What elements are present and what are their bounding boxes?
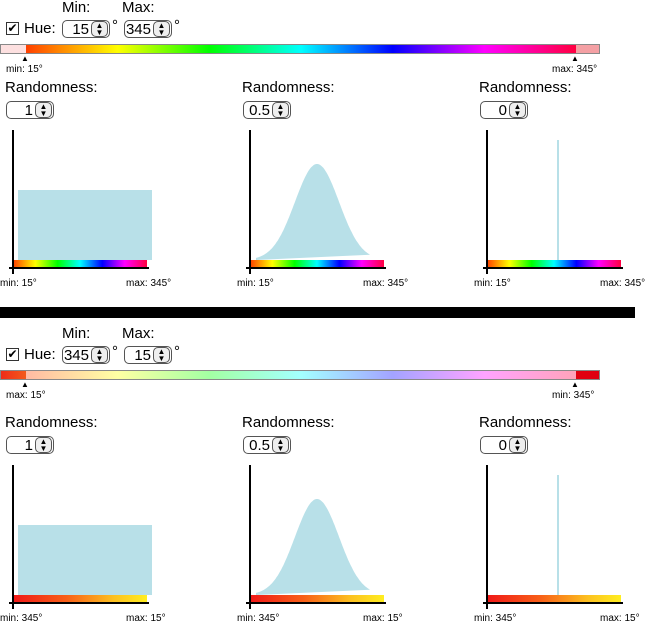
axis-right-label: max: 345° <box>600 278 646 289</box>
min-label: Min: <box>62 0 91 16</box>
section-separator <box>0 307 635 318</box>
randomness-spinner[interactable]: ▲ ▼ <box>509 102 526 118</box>
bar-right-label: min: 345° <box>552 390 595 401</box>
max-input[interactable]: 345 ▲ ▼ <box>124 20 172 38</box>
min-input[interactable]: 15 ▲ ▼ <box>62 20 110 38</box>
randomness-label: Randomness: <box>479 414 572 431</box>
randomness-label: Randomness: <box>5 79 98 96</box>
hue-label: Hue: <box>24 346 56 363</box>
randomness-spinner[interactable]: ▲ ▼ <box>35 102 52 118</box>
randomness-spinner[interactable]: ▲ ▼ <box>509 437 526 453</box>
distribution-chart <box>483 463 623 609</box>
distribution-fill <box>18 525 152 595</box>
max-label: Max: <box>122 0 155 16</box>
hue-gradient-bar <box>487 595 621 603</box>
max-marker-icon[interactable]: ▲ <box>571 380 579 389</box>
hue-gradient-bar <box>487 260 621 268</box>
distribution-fill <box>256 499 370 595</box>
hue-range-bar[interactable] <box>0 44 600 54</box>
max-label: Max: <box>122 325 155 342</box>
randomness-input[interactable]: 0 ▲ ▼ <box>480 436 528 454</box>
randomness-spinner[interactable]: ▲ ▼ <box>272 102 289 118</box>
randomness-input[interactable]: 1 ▲ ▼ <box>6 436 54 454</box>
degree-symbol: ° <box>112 343 118 360</box>
degree-symbol: ° <box>174 343 180 360</box>
axis-left-label: min: 15° <box>474 278 511 289</box>
min-marker-icon[interactable]: ▲ <box>21 54 29 63</box>
hue-range-bar[interactable] <box>0 370 600 380</box>
min-marker-icon[interactable]: ▲ <box>21 380 29 389</box>
randomness-label: Randomness: <box>5 414 98 431</box>
degree-symbol: ° <box>112 17 118 34</box>
hue-checkbox[interactable]: ✔ <box>6 347 19 361</box>
randomness-label: Randomness: <box>479 79 572 96</box>
randomness-spinner[interactable]: ▲ ▼ <box>35 437 52 453</box>
randomness-input[interactable]: 1 ▲ ▼ <box>6 101 54 119</box>
distribution-spike <box>557 140 559 260</box>
degree-symbol: ° <box>174 17 180 34</box>
axis-left-label: min: 345° <box>474 613 517 624</box>
distribution-spike <box>557 475 559 595</box>
axis-left-label: min: 15° <box>237 278 274 289</box>
distribution-fill <box>18 190 152 260</box>
randomness-label: Randomness: <box>242 414 335 431</box>
max-marker-icon[interactable]: ▲ <box>571 54 579 63</box>
bar-left-label: max: 15° <box>6 390 46 401</box>
axis-right-label: max: 15° <box>600 613 640 624</box>
hue-gradient-bar <box>13 260 147 268</box>
min-input[interactable]: 345 ▲ ▼ <box>62 346 110 364</box>
max-input[interactable]: 15 ▲ ▼ <box>124 346 172 364</box>
randomness-label: Randomness: <box>242 79 335 96</box>
axis-right-label: max: 15° <box>126 613 166 624</box>
randomness-input[interactable]: 0 ▲ ▼ <box>480 101 528 119</box>
randomness-input[interactable]: 0.5 ▲ ▼ <box>243 436 291 454</box>
distribution-chart <box>246 463 386 609</box>
bar-left-label: min: 15° <box>6 64 43 75</box>
axis-left-label: min: 15° <box>0 278 37 289</box>
distribution-chart <box>483 128 623 274</box>
hue-gradient-bar <box>250 260 384 268</box>
axis-left-label: min: 345° <box>237 613 280 624</box>
hue-gradient-bar <box>250 595 384 603</box>
axis-right-label: max: 345° <box>126 278 172 289</box>
distribution-chart <box>9 463 152 609</box>
randomness-spinner[interactable]: ▲ ▼ <box>272 437 289 453</box>
distribution-fill <box>256 164 370 260</box>
axis-left-label: min: 345° <box>0 613 43 624</box>
distribution-chart <box>246 128 386 274</box>
min-label: Min: <box>62 325 91 342</box>
hue-label: Hue: <box>24 20 56 37</box>
randomness-input[interactable]: 0.5 ▲ ▼ <box>243 101 291 119</box>
hue-gradient-bar <box>13 595 147 603</box>
distribution-chart <box>9 128 152 274</box>
max-spinner[interactable]: ▲ ▼ <box>153 347 170 363</box>
min-spinner[interactable]: ▲ ▼ <box>91 21 108 37</box>
axis-right-label: max: 345° <box>363 278 409 289</box>
min-spinner[interactable]: ▲ ▼ <box>91 347 108 363</box>
bar-right-label: max: 345° <box>552 64 598 75</box>
max-spinner[interactable]: ▲ ▼ <box>153 21 170 37</box>
axis-right-label: max: 15° <box>363 613 403 624</box>
hue-checkbox[interactable]: ✔ <box>6 21 19 35</box>
